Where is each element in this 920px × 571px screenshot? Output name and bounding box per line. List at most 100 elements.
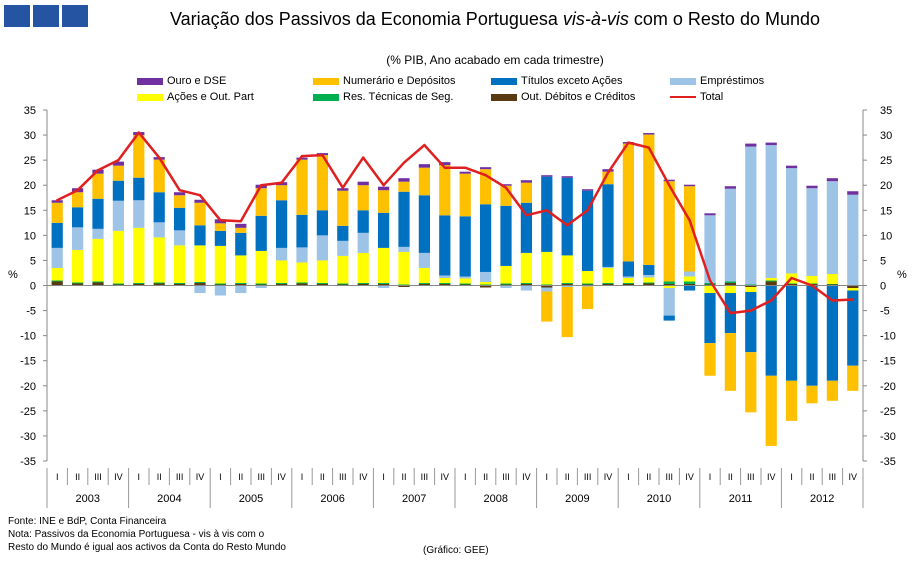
bar-segment bbox=[643, 264, 655, 275]
y-tick-label-left: 5 bbox=[30, 255, 36, 267]
bar-segment bbox=[235, 285, 247, 294]
bar-segment bbox=[275, 283, 288, 286]
bar-segment bbox=[418, 267, 431, 283]
quarter-label: IV bbox=[359, 472, 368, 482]
bar-segment bbox=[683, 186, 696, 272]
bar-segment bbox=[745, 285, 757, 288]
year-label: 2009 bbox=[565, 493, 589, 505]
bar-segment bbox=[92, 198, 104, 229]
bar-segment bbox=[663, 179, 675, 182]
y-tick-label-left: 15 bbox=[24, 205, 36, 217]
bar-segment bbox=[92, 281, 104, 283]
y-tick-label-left: -30 bbox=[20, 431, 36, 443]
bar-segment bbox=[683, 271, 696, 277]
bar-segment bbox=[51, 200, 63, 203]
bar-segment bbox=[541, 284, 553, 286]
legend-item: Ações e Out. Part bbox=[137, 91, 254, 103]
bar-segment bbox=[602, 171, 614, 185]
y-tick-label-right: -5 bbox=[880, 306, 890, 318]
bar-segment bbox=[439, 282, 451, 284]
total-point bbox=[198, 194, 202, 197]
quarter-label: II bbox=[483, 472, 488, 482]
bar-segment bbox=[112, 165, 125, 181]
quarter-label: III bbox=[257, 472, 265, 482]
legend-swatch bbox=[313, 77, 339, 85]
bar-segment bbox=[785, 283, 798, 284]
logo-square bbox=[33, 5, 59, 27]
bar-segment bbox=[194, 285, 206, 294]
quarter-label: IV bbox=[767, 472, 776, 482]
bar-segment bbox=[541, 176, 553, 252]
total-point bbox=[810, 284, 814, 287]
y-tick-label-right: -20 bbox=[880, 381, 896, 393]
y-tick-label-right: -15 bbox=[880, 356, 896, 368]
bar-segment bbox=[847, 191, 859, 195]
bar-segment bbox=[663, 283, 675, 286]
quarter-label: III bbox=[339, 472, 347, 482]
bar-segment bbox=[826, 285, 839, 381]
legend-swatch bbox=[137, 77, 163, 85]
total-point bbox=[790, 276, 793, 280]
bar-segment bbox=[500, 205, 512, 266]
bar-segment bbox=[785, 285, 798, 381]
bar-segment bbox=[683, 283, 696, 286]
bar-segment bbox=[785, 380, 798, 421]
bar-segment bbox=[357, 232, 369, 253]
bar-segment bbox=[418, 283, 431, 286]
bar-segment bbox=[561, 176, 573, 178]
total-point bbox=[137, 131, 140, 134]
bar-segment bbox=[51, 281, 63, 286]
bar-segment bbox=[357, 210, 369, 233]
bar-segment bbox=[71, 282, 84, 284]
quarter-label: III bbox=[502, 472, 510, 482]
bar-segment bbox=[663, 181, 675, 282]
bar-segment bbox=[765, 375, 777, 446]
quarter-label: III bbox=[584, 472, 592, 482]
bar-segment bbox=[479, 284, 492, 286]
bar-segment bbox=[439, 162, 451, 166]
quarter-label: I bbox=[56, 472, 59, 482]
bar-segment bbox=[500, 283, 512, 285]
bar-segment bbox=[847, 285, 859, 289]
total-point bbox=[831, 299, 834, 302]
bar-segment bbox=[377, 283, 390, 286]
bar-segment bbox=[643, 133, 655, 135]
bar-segment bbox=[173, 230, 186, 246]
bar-segment bbox=[173, 207, 186, 231]
bar-segment bbox=[541, 291, 553, 322]
bar-segment bbox=[785, 165, 798, 169]
bar-segment bbox=[51, 202, 63, 223]
legend-item: Numerário e Depósitos bbox=[313, 75, 456, 87]
bar-segment bbox=[561, 177, 573, 256]
bar-segment bbox=[296, 262, 308, 283]
y-tick-label-right: 5 bbox=[880, 255, 886, 267]
logo-square bbox=[62, 5, 88, 27]
bar-segment bbox=[806, 283, 818, 284]
bar-segment bbox=[255, 188, 267, 216]
quarter-label: II bbox=[75, 472, 80, 482]
bar-segment bbox=[133, 227, 145, 283]
y-tick-label-left: 20 bbox=[24, 180, 36, 192]
legend-item: Empréstimos bbox=[670, 75, 764, 87]
bar-segment bbox=[377, 247, 390, 283]
bar-segment bbox=[745, 284, 757, 286]
bar-segment bbox=[826, 178, 839, 182]
quarter-label: II bbox=[238, 472, 243, 482]
bar-segment bbox=[520, 282, 533, 284]
bar-segment bbox=[561, 283, 573, 286]
bar-segment bbox=[541, 175, 553, 177]
bar-segment bbox=[622, 277, 635, 283]
total-point bbox=[770, 299, 773, 302]
bar-segment bbox=[71, 192, 84, 208]
bar-segment bbox=[214, 284, 227, 286]
legend-label: Títulos exceto Ações bbox=[521, 75, 623, 87]
bar-segment bbox=[337, 225, 349, 241]
bar-segment bbox=[602, 283, 614, 286]
year-label: 2008 bbox=[484, 493, 508, 505]
legend-label: Ouro e DSE bbox=[167, 75, 227, 87]
bar-segment bbox=[479, 169, 492, 205]
legend-swatch bbox=[313, 93, 339, 101]
bar-segment bbox=[398, 246, 410, 252]
bar-segment bbox=[500, 185, 512, 206]
y-tick-label-left: 35 bbox=[24, 105, 36, 117]
